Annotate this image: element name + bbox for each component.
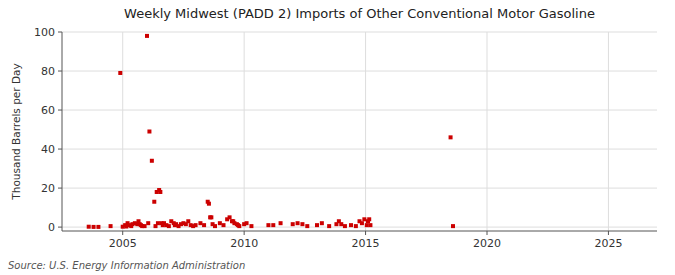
x-tick-label: 2005 [109, 237, 137, 250]
point [368, 223, 372, 227]
x-tick [365, 231, 366, 235]
x-tick-label: 2025 [594, 237, 622, 250]
point [213, 224, 217, 228]
point [194, 223, 198, 227]
point [237, 224, 241, 228]
y-tick [58, 71, 62, 72]
x-grid-line [122, 32, 123, 231]
y-tick-label: 20 [41, 182, 55, 195]
point [147, 130, 151, 134]
point [300, 222, 304, 226]
point [365, 223, 369, 227]
y-tick [58, 227, 62, 228]
point [152, 200, 156, 204]
point [109, 224, 113, 228]
point [305, 224, 309, 228]
x-grid-line [487, 32, 488, 231]
x-tick [122, 231, 123, 235]
y-grid-line [62, 110, 657, 111]
point [92, 225, 96, 229]
point [143, 224, 147, 228]
point [245, 221, 249, 225]
source-note: Source: U.S. Energy Information Administ… [8, 260, 245, 271]
point [451, 224, 455, 228]
point [291, 222, 295, 226]
point [207, 202, 211, 206]
x-grid-line [365, 32, 366, 231]
y-tick [58, 188, 62, 189]
x-tick [487, 231, 488, 235]
point [186, 219, 190, 223]
point [349, 223, 353, 227]
point [266, 223, 270, 227]
point [156, 221, 160, 225]
point [315, 223, 319, 227]
x-axis-line [62, 231, 657, 232]
point [249, 224, 253, 228]
y-axis-line [62, 32, 63, 231]
point [279, 221, 283, 225]
point [145, 34, 149, 38]
point [360, 221, 364, 225]
point [228, 215, 232, 219]
point [118, 71, 122, 75]
y-tick-label: 80 [41, 65, 55, 78]
point [320, 221, 324, 225]
point [339, 222, 343, 226]
point [367, 217, 371, 221]
y-grid-line [62, 71, 657, 72]
point [343, 224, 347, 228]
points [87, 34, 455, 229]
y-axis-label: Thousand Barrels per Day [10, 63, 22, 200]
y-tick-label: 60 [41, 104, 55, 117]
point [96, 225, 100, 229]
point [146, 221, 150, 225]
point [449, 135, 453, 139]
point [327, 224, 331, 228]
y-tick [58, 149, 62, 150]
point [87, 225, 91, 229]
x-tick-label: 2010 [230, 237, 258, 250]
axes: 0 20 40 60 80 100 2005 2010 2015 2020 2025 [34, 26, 657, 251]
y-tick [58, 110, 62, 111]
point [209, 215, 213, 219]
y-grid-line [62, 149, 657, 150]
y-tick-label: 0 [48, 221, 55, 234]
point [167, 224, 171, 228]
y-grid-line [62, 188, 657, 189]
point [222, 223, 226, 227]
y-tick-label: 100 [34, 26, 55, 39]
point [354, 224, 358, 228]
point [150, 159, 154, 163]
x-tick-label: 2020 [473, 237, 501, 250]
point [271, 223, 275, 227]
point [362, 217, 366, 221]
chart: 0 20 40 60 80 100 2005 2010 2015 2020 2025 Weekly M… [0, 0, 675, 275]
x-grid-line [608, 32, 609, 231]
point [296, 221, 300, 225]
point [158, 190, 162, 194]
title: Weekly Midwest (PADD 2) Imports of Other… [124, 6, 595, 21]
x-tick [608, 231, 609, 235]
y-tick [58, 32, 62, 33]
point [198, 221, 202, 225]
point [218, 221, 222, 225]
x-grid-line [244, 32, 245, 231]
grid [62, 32, 657, 231]
x-tick [244, 231, 245, 235]
point [202, 223, 206, 227]
y-grid-line [62, 227, 657, 228]
y-grid-line [62, 32, 657, 33]
y-tick-label: 40 [41, 143, 55, 156]
x-tick-label: 2015 [352, 237, 380, 250]
